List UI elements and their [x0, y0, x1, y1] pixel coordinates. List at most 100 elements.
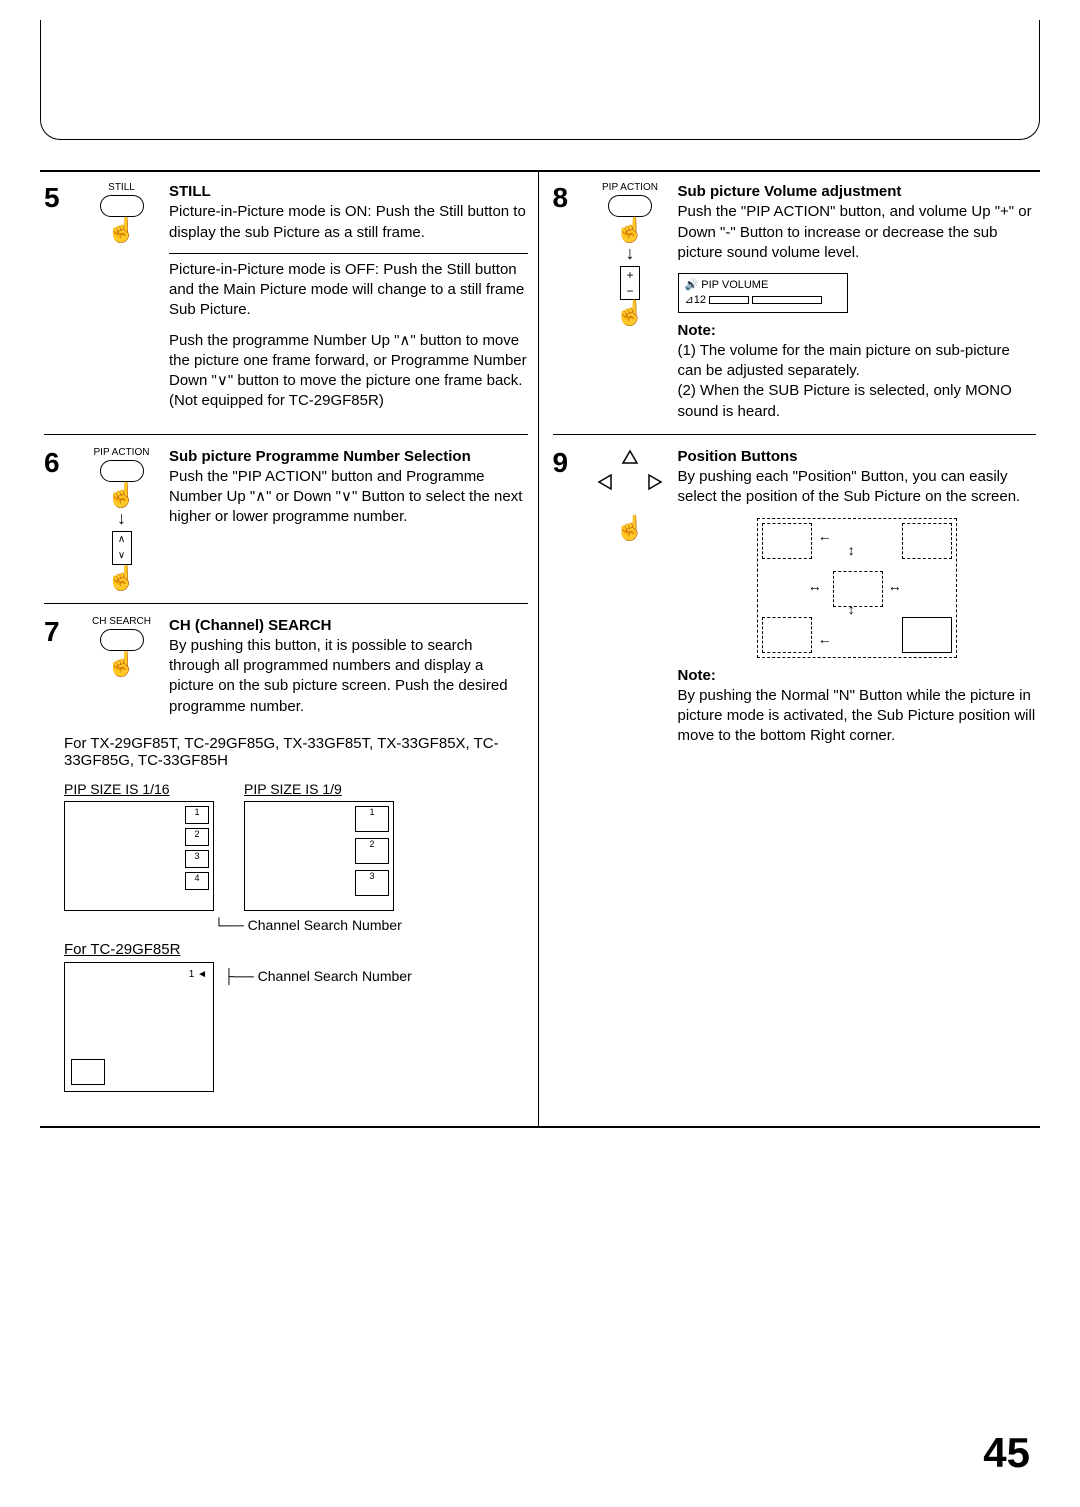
header-frame [40, 20, 1040, 140]
pip-diagram-9: PIP SIZE IS 1/9 1 2 3 [244, 781, 394, 911]
vol-label: PIP VOLUME [701, 279, 768, 291]
step-number: 5 [44, 182, 74, 422]
heading: Sub picture Programme Number Selection [169, 447, 528, 467]
pip-screen-icon: 1 2 3 4 [64, 801, 214, 911]
pos-cell [833, 571, 883, 607]
paragraph: Push the programme Number Up "∧" button … [169, 331, 528, 412]
vol-num: 12 [694, 294, 706, 306]
icon-column: STILL ☝ [74, 182, 169, 422]
pos-cell [902, 523, 952, 559]
arrow-down-icon: ↓ [583, 243, 678, 264]
paragraph: Picture-in-Picture mode is OFF: Push the… [169, 260, 528, 321]
pos-cell [762, 523, 812, 559]
paragraph: By pushing this button, it is possible t… [169, 636, 528, 717]
pip-number: 1 ◄ [189, 969, 207, 980]
pip-slot: 1 [355, 806, 389, 832]
paragraph: Push the "PIP ACTION" button, and volume… [678, 202, 1037, 263]
pip-volume-osd: 🔊 PIP VOLUME ⊿12 [678, 273, 848, 313]
hand-icon: ☝ [583, 302, 678, 326]
content-columns: 5 STILL ☝ STILL Picture-in-Picture mode … [40, 170, 1040, 1128]
left-column: 5 STILL ☝ STILL Picture-in-Picture mode … [40, 172, 539, 1126]
pip-screen-icon: 1 2 3 [244, 801, 394, 911]
text-block: Sub picture Volume adjustment Push the "… [678, 182, 1037, 422]
arrow-down-icon: ↓ [74, 508, 169, 529]
pos-cell-active [902, 617, 952, 653]
divider [169, 253, 528, 254]
arrow-icon: ↕ [848, 600, 855, 619]
section-5: 5 STILL ☝ STILL Picture-in-Picture mode … [44, 182, 528, 435]
step-number: 7 [44, 616, 74, 727]
paragraph: By pushing each "Position" Button, you c… [678, 467, 1037, 508]
pip-title: PIP SIZE IS 1/16 [64, 781, 214, 797]
pip-action-label: PIP ACTION [74, 447, 169, 458]
icon-column: CH SEARCH ☝ [74, 616, 169, 727]
ch-search-button-icon [100, 629, 144, 651]
pip-slot: 2 [185, 828, 209, 846]
step-number: 8 [553, 182, 583, 422]
section-9: 9 ☝ Position Buttons By pushing each "Po… [553, 447, 1037, 759]
pip-action-button-icon [100, 460, 144, 482]
csn-label-2: ├── Channel Search Number [224, 968, 412, 984]
csn-text: Channel Search Number [258, 968, 412, 984]
hand-icon: ☝ [74, 567, 169, 591]
pip-action-label: PIP ACTION [583, 182, 678, 193]
section-8: 8 PIP ACTION ☝ ↓ +− ☝ Sub picture Volume… [553, 182, 1037, 435]
icon-column: PIP ACTION ☝ ↓ ∧∨ ☝ [74, 447, 169, 591]
vol-bar-filled [709, 296, 749, 304]
pos-cell [762, 617, 812, 653]
text-block: Position Buttons By pushing each "Positi… [678, 447, 1037, 747]
paragraph: By pushing the Normal "N" Button while t… [678, 686, 1037, 747]
section-7: 7 CH SEARCH ☝ CH (Channel) SEARCH By pus… [44, 616, 528, 1104]
text-block: Sub picture Programme Number Selection P… [169, 447, 528, 591]
page-number: 45 [983, 1429, 1030, 1477]
pip-diagram-row-2: 1 ◄ ├── Channel Search Number [64, 962, 528, 1092]
ch-search-label: CH SEARCH [74, 616, 169, 627]
arrow-icon: ← [818, 527, 832, 546]
heading: STILL [169, 182, 528, 202]
section-6: 6 PIP ACTION ☝ ↓ ∧∨ ☝ Sub picture Progra… [44, 447, 528, 604]
pip-screen-icon: 1 ◄ [64, 962, 214, 1092]
position-diagram: ↕ ↔ ↔ ↕ ← ← [757, 518, 957, 658]
hand-icon: ☝ [583, 219, 678, 243]
pip-slot [71, 1059, 105, 1085]
still-button-icon [100, 195, 144, 217]
still-button-label: STILL [74, 182, 169, 193]
icon-column: PIP ACTION ☝ ↓ +− ☝ [583, 182, 678, 422]
hand-icon: ☝ [74, 484, 169, 508]
icon-column: ☝ [583, 447, 678, 747]
arrow-icon: ↔ [888, 577, 902, 596]
text-block: CH (Channel) SEARCH By pushing this butt… [169, 616, 528, 727]
up-down-button-icon: ∧∨ [112, 531, 132, 565]
plus-minus-button-icon: +− [620, 266, 640, 300]
hand-icon: ☝ [583, 517, 678, 541]
arrow-icon: ↕ [848, 541, 855, 560]
note-heading: Note: [678, 666, 1037, 686]
note-item: (2) When the SUB Picture is selected, on… [678, 381, 1037, 422]
pip-slot: 3 [355, 870, 389, 896]
heading: CH (Channel) SEARCH [169, 616, 528, 636]
step-number: 6 [44, 447, 74, 591]
csn-label: └── Channel Search Number [214, 917, 528, 933]
right-column: 8 PIP ACTION ☝ ↓ +− ☝ Sub picture Volume… [539, 172, 1041, 1126]
pip-title: PIP SIZE IS 1/9 [244, 781, 394, 797]
arrow-icon: ↔ [808, 577, 822, 596]
arrow-icon: ← [818, 630, 832, 649]
pip-slot: 1 [185, 806, 209, 824]
paragraph: Picture-in-Picture mode is ON: Push the … [169, 202, 528, 243]
model-list: For TX-29GF85T, TC-29GF85G, TX-33GF85T, … [64, 735, 528, 769]
model-list-2: For TC-29GF85R [64, 941, 528, 958]
text-block: STILL Picture-in-Picture mode is ON: Pus… [169, 182, 528, 422]
pip-slot: 2 [355, 838, 389, 864]
pip-action-button-icon [608, 195, 652, 217]
paragraph: Push the "PIP ACTION" button and Program… [169, 467, 528, 528]
hand-icon: ☝ [74, 653, 169, 677]
pip-slot: 4 [185, 872, 209, 890]
step-number: 9 [553, 447, 583, 747]
hand-icon: ☝ [74, 219, 169, 243]
pip-diagram-16: PIP SIZE IS 1/16 1 2 3 4 [64, 781, 214, 911]
note-item: (1) The volume for the main picture on s… [678, 341, 1037, 382]
pip-diagram-row: PIP SIZE IS 1/16 1 2 3 4 PIP SIZE IS 1/9… [64, 781, 528, 911]
heading: Sub picture Volume adjustment [678, 182, 1037, 202]
position-buttons-icon [595, 447, 665, 517]
pip-slot: 3 [185, 850, 209, 868]
